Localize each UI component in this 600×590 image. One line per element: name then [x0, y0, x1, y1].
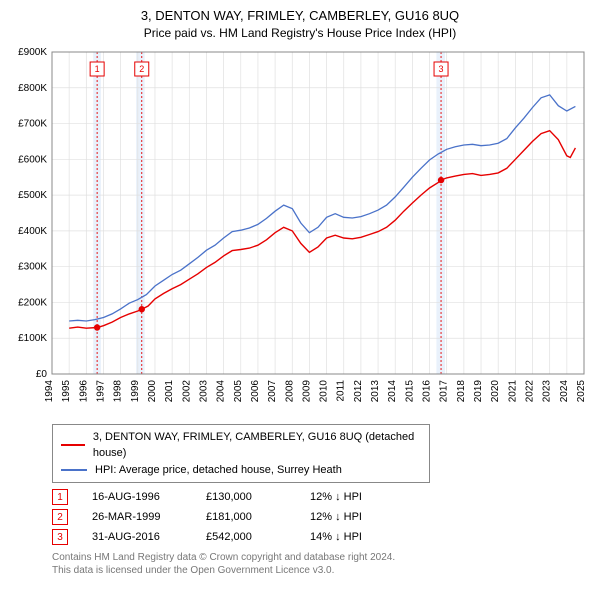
legend-label: HPI: Average price, detached house, Surr…	[95, 462, 342, 479]
legend-swatch	[61, 469, 87, 471]
chart-title: 3, DENTON WAY, FRIMLEY, CAMBERLEY, GU16 …	[10, 8, 590, 24]
svg-text:£400K: £400K	[18, 226, 47, 237]
svg-text:1996: 1996	[78, 380, 89, 403]
sale-delta: 14% ↓ HPI	[310, 531, 362, 543]
svg-text:2018: 2018	[456, 380, 467, 403]
svg-text:2023: 2023	[542, 380, 553, 403]
svg-text:2015: 2015	[404, 380, 415, 403]
svg-text:2001: 2001	[164, 380, 175, 403]
legend-swatch	[61, 444, 85, 446]
svg-text:2006: 2006	[250, 380, 261, 403]
svg-text:1997: 1997	[95, 380, 106, 403]
svg-text:2004: 2004	[216, 380, 227, 403]
svg-text:2010: 2010	[319, 380, 330, 403]
svg-text:£900K: £900K	[18, 47, 47, 58]
sale-date: 16-AUG-1996	[92, 491, 182, 503]
svg-text:2022: 2022	[525, 380, 536, 403]
license-line: Contains HM Land Registry data © Crown c…	[52, 551, 590, 564]
svg-text:2000: 2000	[147, 380, 158, 403]
legend-box: 3, DENTON WAY, FRIMLEY, CAMBERLEY, GU16 …	[52, 424, 430, 484]
sale-marker-icon: 2	[52, 509, 68, 525]
svg-text:1995: 1995	[61, 380, 72, 403]
svg-text:1999: 1999	[130, 380, 141, 403]
sale-delta: 12% ↓ HPI	[310, 491, 362, 503]
svg-text:2016: 2016	[422, 380, 433, 403]
svg-text:2007: 2007	[267, 380, 278, 403]
chart-plot-area: £0 £100K £200K £300K £400K £500K £600K £700K £80…	[10, 46, 590, 416]
svg-text:£200K: £200K	[18, 297, 47, 308]
svg-text:1: 1	[95, 64, 100, 74]
svg-text:£500K: £500K	[18, 190, 47, 201]
sale-row: 2 26-MAR-1999 £181,000 12% ↓ HPI	[52, 509, 590, 525]
sale-marker-icon: 3	[52, 529, 68, 545]
svg-text:2005: 2005	[233, 380, 244, 403]
svg-text:2003: 2003	[198, 380, 209, 403]
sale-delta: 12% ↓ HPI	[310, 511, 362, 523]
legend-item: 3, DENTON WAY, FRIMLEY, CAMBERLEY, GU16 …	[61, 429, 421, 462]
sale-marker-icon: 1	[52, 489, 68, 505]
sale-date: 26-MAR-1999	[92, 511, 182, 523]
license-line: This data is licensed under the Open Gov…	[52, 564, 590, 577]
svg-text:£300K: £300K	[18, 262, 47, 273]
chart-subtitle: Price paid vs. HM Land Registry's House …	[10, 26, 590, 40]
svg-text:1994: 1994	[44, 380, 55, 403]
license-text: Contains HM Land Registry data © Crown c…	[52, 551, 590, 577]
svg-text:2008: 2008	[284, 380, 295, 403]
sale-row: 1 16-AUG-1996 £130,000 12% ↓ HPI	[52, 489, 590, 505]
svg-text:£700K: £700K	[18, 119, 47, 130]
svg-text:3: 3	[439, 64, 444, 74]
svg-text:£0: £0	[36, 369, 48, 380]
svg-text:2021: 2021	[507, 380, 518, 403]
legend-item: HPI: Average price, detached house, Surr…	[61, 462, 421, 479]
sale-date: 31-AUG-2016	[92, 531, 182, 543]
chart-svg: £0 £100K £200K £300K £400K £500K £600K £700K £80…	[10, 46, 590, 416]
svg-text:2017: 2017	[439, 380, 450, 403]
svg-text:2024: 2024	[559, 380, 570, 403]
sales-list: 1 16-AUG-1996 £130,000 12% ↓ HPI 2 26-MA…	[52, 489, 590, 545]
svg-text:2019: 2019	[473, 380, 484, 403]
svg-text:2025: 2025	[576, 380, 587, 403]
svg-text:1998: 1998	[113, 380, 124, 403]
sale-price: £542,000	[206, 531, 286, 543]
svg-text:2014: 2014	[387, 380, 398, 403]
svg-text:2009: 2009	[301, 380, 312, 403]
svg-text:2: 2	[139, 64, 144, 74]
legend-label: 3, DENTON WAY, FRIMLEY, CAMBERLEY, GU16 …	[93, 429, 421, 462]
svg-text:2002: 2002	[181, 380, 192, 403]
chart-container: 3, DENTON WAY, FRIMLEY, CAMBERLEY, GU16 …	[0, 0, 600, 581]
svg-text:2020: 2020	[490, 380, 501, 403]
svg-text:£600K: £600K	[18, 154, 47, 165]
sale-price: £181,000	[206, 511, 286, 523]
svg-text:£100K: £100K	[18, 333, 47, 344]
svg-text:2013: 2013	[370, 380, 381, 403]
svg-text:2012: 2012	[353, 380, 364, 403]
svg-text:2011: 2011	[336, 380, 347, 402]
sale-price: £130,000	[206, 491, 286, 503]
svg-text:£800K: £800K	[18, 83, 47, 94]
sale-row: 3 31-AUG-2016 £542,000 14% ↓ HPI	[52, 529, 590, 545]
